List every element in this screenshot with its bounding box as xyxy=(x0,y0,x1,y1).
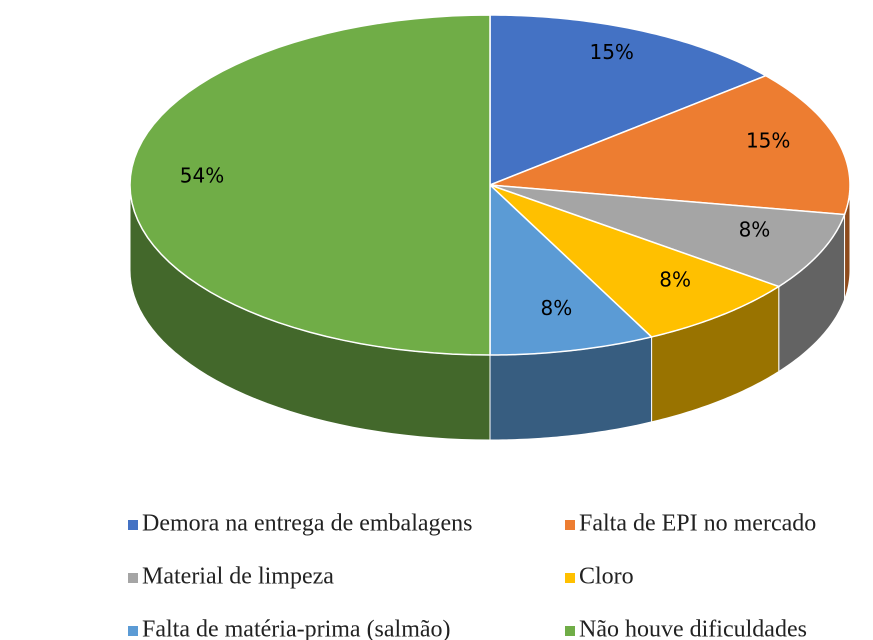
slice xyxy=(489,74,851,216)
legend-label: Falta de matéria-prima (salmão) xyxy=(142,617,451,640)
data-label: 8% xyxy=(659,268,691,292)
slice xyxy=(489,184,781,338)
slice xyxy=(489,14,768,187)
slice xyxy=(489,183,654,356)
legend-label: Não houve dificuldades xyxy=(579,617,807,640)
data-label: 15% xyxy=(746,128,790,152)
data-label: 8% xyxy=(541,296,573,320)
legend-swatch xyxy=(128,626,138,636)
legend-label: Material de limpeza xyxy=(142,564,334,590)
legend-label: Cloro xyxy=(579,564,634,590)
legend-label: Falta de EPI no mercado xyxy=(579,511,816,537)
data-label: 8% xyxy=(739,217,771,241)
legend-swatch xyxy=(565,573,575,583)
legend-swatch xyxy=(128,520,138,530)
data-label: 54% xyxy=(180,164,224,188)
slice xyxy=(129,14,491,356)
data-label: 15% xyxy=(589,40,633,64)
legend-swatch xyxy=(565,626,575,636)
legend-label: Demora na entrega de embalagens xyxy=(142,511,473,537)
legend-swatch xyxy=(128,573,138,583)
slice xyxy=(489,184,846,288)
legend-swatch xyxy=(565,520,575,530)
